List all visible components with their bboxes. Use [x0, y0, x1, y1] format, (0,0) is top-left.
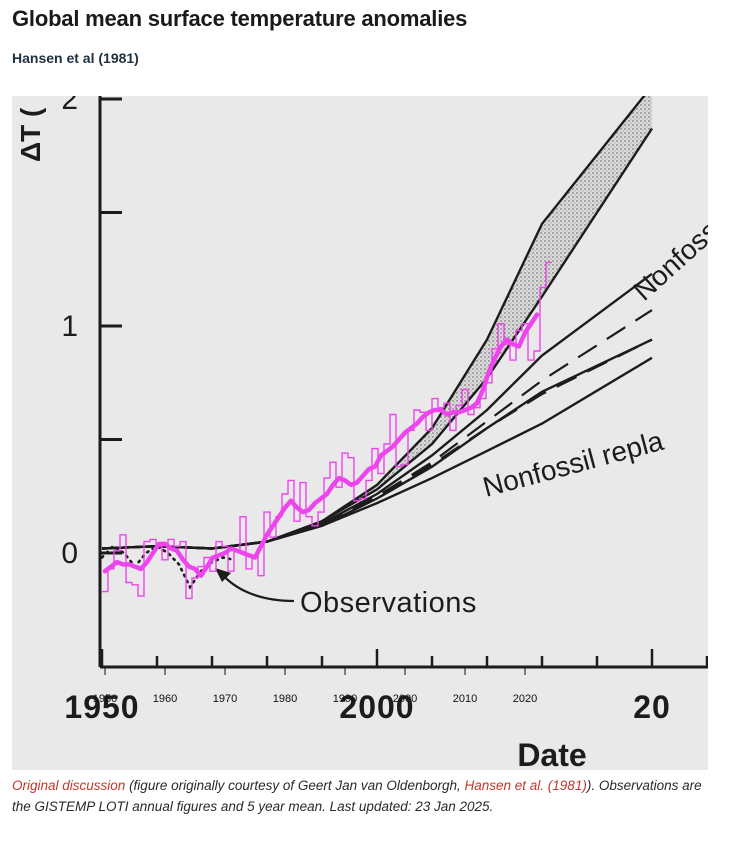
projection-curve-dashed: [321, 338, 653, 525]
overlay-tick-label: 2020: [513, 693, 537, 705]
x-major-tick-label: 1950: [64, 689, 139, 725]
projection-curves: [101, 96, 654, 550]
x-major-tick-label: 2000: [339, 689, 414, 725]
annotation-arrow-line: [221, 573, 295, 603]
projection-curve: [101, 96, 646, 550]
y-tick-label: 1: [61, 310, 78, 343]
overlay-tick-label: 2000: [393, 693, 417, 705]
caption-text-1: (figure originally courtesy of Geert Jan…: [125, 778, 465, 793]
overlay-tick-label: 1950: [93, 693, 117, 705]
annotation-arrow-head: [215, 568, 231, 582]
gistemp-overlay: [102, 261, 552, 600]
page-title: Global mean surface temperature anomalie…: [12, 6, 468, 31]
overlay-tick-label: 1990: [333, 693, 357, 705]
page-subtitle: Hansen et al (1981): [12, 50, 139, 66]
x-major-tick-label: 20: [633, 689, 671, 725]
chart-axes: [98, 96, 708, 669]
y-axis-label: ΔT (: [15, 107, 46, 162]
overlay-tick-label: 2010: [453, 693, 477, 705]
original-discussion-link[interactable]: Original discussion: [12, 778, 126, 793]
overlay-tick-label: 1970: [213, 693, 237, 705]
caption-text-2: ). Observations are the GISTEMP LOTI ann…: [12, 778, 702, 814]
annual-step-line: [102, 261, 552, 600]
overlay-tick-label: 1960: [153, 693, 177, 705]
y-tick-label: 0: [61, 537, 78, 570]
annotation-observations: Observations: [300, 587, 477, 619]
overlay-tick-label: 1980: [273, 693, 297, 705]
x-axis-label: Date: [517, 737, 586, 770]
y-tick-label: 2: [61, 96, 78, 116]
hansen-1981-link[interactable]: Hansen et al. (1981): [464, 778, 587, 793]
five-year-mean-line: [102, 312, 540, 578]
figure-caption: Original discussion (figure originally c…: [12, 775, 718, 817]
